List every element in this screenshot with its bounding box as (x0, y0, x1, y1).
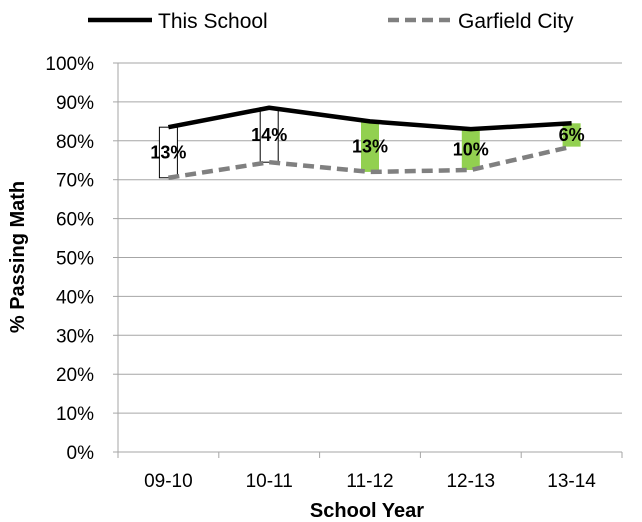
y-tick-label: 40% (56, 287, 94, 308)
gap-label: 13% (150, 142, 186, 162)
gap-labels: 13% 14% 13% 10% 6% (150, 125, 584, 163)
x-tick-labels: 09-10 10-11 11-12 12-13 13-14 (144, 471, 596, 492)
gap-bar (361, 121, 379, 172)
gap-label: 10% (453, 140, 489, 160)
series-lines (167, 105, 573, 180)
gap-bars (158, 107, 581, 179)
y-tick-labels: 0% 10% 20% 30% 40% 50% 60% 70% 80% 90% 100% (45, 54, 94, 464)
y-tick-label: 100% (45, 54, 94, 75)
gap-label: 6% (559, 125, 585, 145)
legend-label-this-school: This School (158, 10, 268, 33)
y-tick-label: 30% (56, 326, 94, 347)
gap-bar (461, 129, 480, 170)
x-tick-label: 12-13 (446, 471, 495, 492)
legend: This School Garfield City (88, 10, 574, 33)
y-tick-label: 50% (56, 249, 94, 270)
x-tick-label: 11-12 (346, 471, 393, 492)
gridlines (118, 62, 622, 414)
y-tick-label: 10% (56, 404, 94, 425)
y-tick-label: 20% (56, 365, 94, 386)
y-tick-label: 90% (56, 93, 94, 114)
gap-label: 13% (352, 137, 388, 157)
y-tick-label: 60% (56, 210, 94, 231)
y-tick-label: 0% (67, 443, 95, 464)
legend-label-garfield-city: Garfield City (458, 10, 574, 33)
series-line-this-school (167, 105, 572, 132)
x-tick-label: 10-11 (246, 471, 293, 492)
x-axis-title: School Year (310, 500, 424, 522)
gap-label: 14% (251, 125, 287, 145)
x-tick-label: 09-10 (144, 471, 193, 492)
axes (113, 62, 623, 458)
y-tick-label: 70% (56, 171, 94, 192)
gap-bar (562, 123, 581, 147)
x-tick-label: 13-14 (547, 471, 596, 492)
y-axis-title: % Passing Math (7, 181, 29, 333)
y-tick-label: 80% (56, 132, 94, 153)
